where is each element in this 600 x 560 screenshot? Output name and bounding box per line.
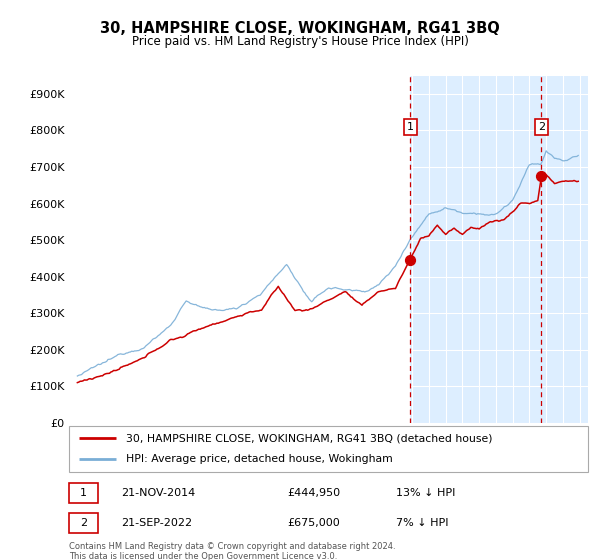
FancyBboxPatch shape [69, 513, 98, 533]
Text: £675,000: £675,000 [287, 518, 340, 528]
Text: 2: 2 [80, 518, 87, 528]
Text: 21-NOV-2014: 21-NOV-2014 [121, 488, 195, 498]
Text: 30, HAMPSHIRE CLOSE, WOKINGHAM, RG41 3BQ (detached house): 30, HAMPSHIRE CLOSE, WOKINGHAM, RG41 3BQ… [126, 433, 493, 444]
Text: 21-SEP-2022: 21-SEP-2022 [121, 518, 192, 528]
Text: Price paid vs. HM Land Registry's House Price Index (HPI): Price paid vs. HM Land Registry's House … [131, 35, 469, 48]
Bar [410, 76, 600, 423]
Text: 7% ↓ HPI: 7% ↓ HPI [396, 518, 448, 528]
Text: 2: 2 [538, 122, 545, 132]
Text: HPI: Average price, detached house, Wokingham: HPI: Average price, detached house, Woki… [126, 454, 393, 464]
Text: 13% ↓ HPI: 13% ↓ HPI [396, 488, 455, 498]
FancyBboxPatch shape [69, 426, 588, 472]
Point [406, 256, 415, 265]
Text: 1: 1 [407, 122, 414, 132]
FancyBboxPatch shape [69, 483, 98, 503]
Text: 1: 1 [80, 488, 87, 498]
Text: 30, HAMPSHIRE CLOSE, WOKINGHAM, RG41 3BQ: 30, HAMPSHIRE CLOSE, WOKINGHAM, RG41 3BQ [100, 21, 500, 36]
Text: £444,950: £444,950 [287, 488, 340, 498]
Text: Contains HM Land Registry data © Crown copyright and database right 2024.
This d: Contains HM Land Registry data © Crown c… [69, 542, 395, 560]
Point [536, 171, 546, 180]
